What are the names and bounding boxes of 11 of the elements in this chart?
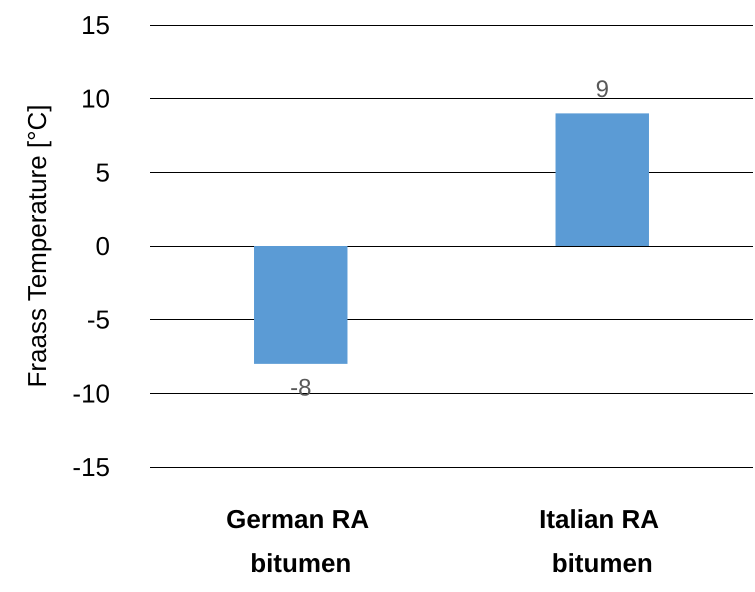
y-tick-label: -10: [72, 378, 110, 408]
x-tick-label: Italian RA bitumen: [539, 504, 666, 578]
y-tick-label: 5: [96, 157, 110, 188]
y-tick-label: 15: [81, 10, 110, 40]
x-tick-label: German RA bitumen: [226, 504, 376, 578]
y-axis-title: Fraass Temperature [°C]: [22, 104, 52, 388]
y-tick-label: 10: [81, 84, 110, 114]
y-tick-label: 0: [96, 231, 110, 261]
y-tick-label: -5: [86, 304, 110, 335]
data-label: 9: [596, 76, 609, 103]
y-tick-label: -15: [72, 452, 110, 482]
